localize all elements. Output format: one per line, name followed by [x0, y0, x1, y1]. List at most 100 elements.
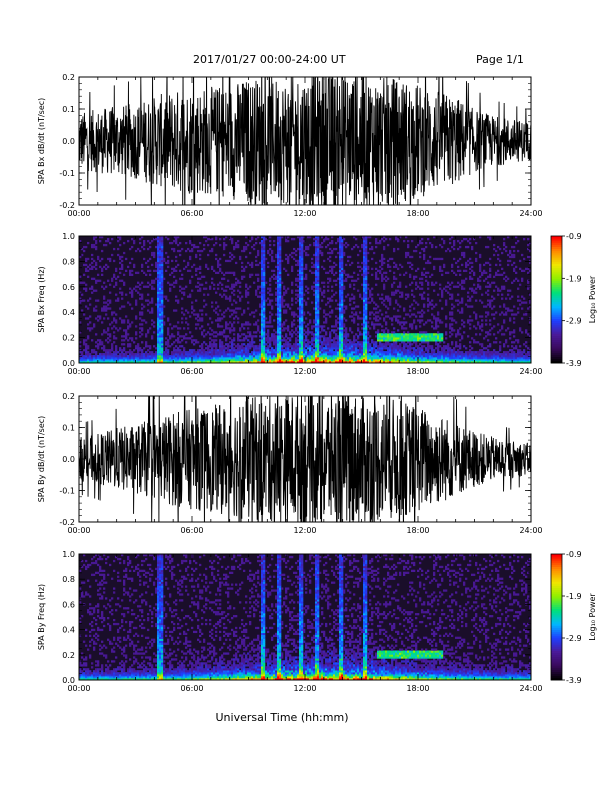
- colorbar-segment: [551, 625, 562, 628]
- y-axis-label: SPA Bx Freq (Hz): [37, 266, 46, 332]
- colorbar-segment: [551, 356, 562, 360]
- colorbar-segment: [551, 310, 562, 313]
- bx-spectrogram-panel: -0.9 -1.9 -2.9 -3.9 Log₁₀ Power 00:00 06:00 12:…: [37, 232, 597, 376]
- y-tick-label: 1.0: [62, 550, 75, 559]
- y-axis-label: SPA By Freq (Hz): [37, 584, 46, 650]
- colorbar-frame: [550, 553, 563, 681]
- y-tick-label: 0.0: [62, 676, 75, 685]
- colorbar-segment: [551, 640, 562, 643]
- colorbar-segment: [551, 301, 562, 305]
- colorbar-segment: [551, 669, 562, 672]
- colorbar-segment: [551, 360, 562, 364]
- y-tick-label: 0.2: [62, 651, 75, 660]
- colorbar-segment: [551, 261, 562, 264]
- spectrogram-cells: [79, 236, 532, 364]
- colorbar-segment: [551, 238, 562, 241]
- colorbar-segment: [551, 331, 562, 334]
- colorbar-segment: [551, 333, 562, 336]
- plot-frame: [78, 235, 532, 364]
- colorbar-segment: [551, 271, 562, 275]
- colorbar-segment: [551, 259, 562, 262]
- x-tick-label: 06:00: [180, 684, 203, 693]
- colorbar-segment: [551, 299, 562, 303]
- colorbar-segment: [551, 638, 562, 641]
- colorbar-segment: [551, 255, 562, 258]
- colorbar-segment: [551, 602, 562, 605]
- colorbar-segment: [551, 263, 562, 267]
- y-tick-label: 0.4: [62, 626, 75, 635]
- colorbar-segment: [551, 650, 562, 654]
- colorbar-segment: [551, 558, 562, 561]
- colorbar-segment: [551, 293, 562, 296]
- by-dbdt-panel: 00:00 06:00 12:00 18:00 24:00 -0.2 -0.1 0.0 0.1 0…: [37, 392, 543, 535]
- x-tick-label: 24:00: [519, 209, 542, 218]
- y-tick-label: -0.1: [59, 487, 75, 496]
- colorbar-segment: [551, 324, 562, 328]
- colorbar-label: Log₁₀ Power: [588, 593, 597, 641]
- colorbar-segment: [551, 284, 562, 288]
- colorbar-segment: [551, 612, 562, 616]
- colorbar-segment: [551, 610, 562, 614]
- colorbar-segment: [551, 623, 562, 626]
- colorbar-segment: [551, 312, 562, 315]
- colorbar-tick-label: -1.9: [566, 592, 582, 601]
- colorbar-segment: [551, 339, 562, 343]
- colorbar-segment: [551, 627, 562, 630]
- colorbar-segment: [551, 663, 562, 666]
- colorbar-segment: [551, 654, 562, 658]
- colorbar-segment: [551, 566, 562, 570]
- colorbar-tick-label: -0.9: [566, 550, 582, 559]
- dbdt-trace: [79, 396, 531, 522]
- colorbar-segment: [551, 316, 562, 319]
- colorbar-segment: [551, 614, 562, 618]
- colorbar-segment: [551, 577, 562, 580]
- colorbar-segment: [551, 593, 562, 597]
- colorbar-segment: [551, 335, 562, 338]
- colorbar-segment: [551, 621, 562, 624]
- colorbar-tick-label: -3.9: [566, 359, 582, 368]
- colorbar-segment: [551, 677, 562, 681]
- y-tick-label: 0.0: [62, 359, 75, 368]
- page-title: 2017/01/27 00:00-24:00 UT: [193, 53, 346, 66]
- y-tick-label: 0.8: [62, 257, 75, 266]
- colorbar-segment: [551, 579, 562, 582]
- colorbar-segment: [551, 291, 562, 294]
- colorbar-segment: [551, 648, 562, 651]
- colorbar-segment: [551, 564, 562, 567]
- colorbar-segment: [551, 269, 562, 273]
- colorbar-segment: [551, 608, 562, 612]
- x-tick-label: 24:00: [519, 526, 542, 535]
- colorbar-segment: [551, 629, 562, 633]
- colorbar-segment: [551, 619, 562, 622]
- dbdt-trace: [79, 77, 531, 205]
- colorbar-segment: [551, 318, 562, 322]
- colorbar-segment: [551, 352, 562, 355]
- colorbar-frame: [550, 235, 563, 364]
- colorbar-segment: [551, 644, 562, 647]
- colorbar-segment: [551, 252, 562, 256]
- colorbar-segment: [551, 560, 562, 563]
- colorbar-segment: [551, 343, 562, 347]
- colorbar-segment: [551, 295, 562, 298]
- x-axis-label: Universal Time (hh:mm): [216, 711, 349, 724]
- colorbar-segment: [551, 585, 562, 588]
- y-tick-label: 0.1: [62, 424, 75, 433]
- colorbar-segment: [551, 642, 562, 645]
- colorbar-label: Log₁₀ Power: [588, 275, 597, 323]
- x-tick-label: 18:00: [406, 209, 429, 218]
- colorbar-segment: [551, 307, 562, 311]
- colorbar-segment: [551, 570, 562, 574]
- colorbar-segment: [551, 667, 562, 670]
- colorbar-segment: [551, 589, 562, 593]
- colorbar-segment: [551, 250, 562, 254]
- plot-frame: [78, 76, 532, 206]
- colorbar-segment: [551, 635, 562, 639]
- colorbar: -0.9 -1.9 -2.9 -3.9 Log₁₀ Power: [550, 550, 597, 685]
- y-tick-label: 0.0: [62, 137, 75, 146]
- colorbar-segment: [551, 280, 562, 283]
- colorbar-segment: [551, 596, 562, 599]
- colorbar-segment: [551, 246, 562, 250]
- x-tick-label: 00:00: [67, 209, 90, 218]
- spectrogram-cells: [79, 554, 532, 681]
- colorbar-segment: [551, 257, 562, 260]
